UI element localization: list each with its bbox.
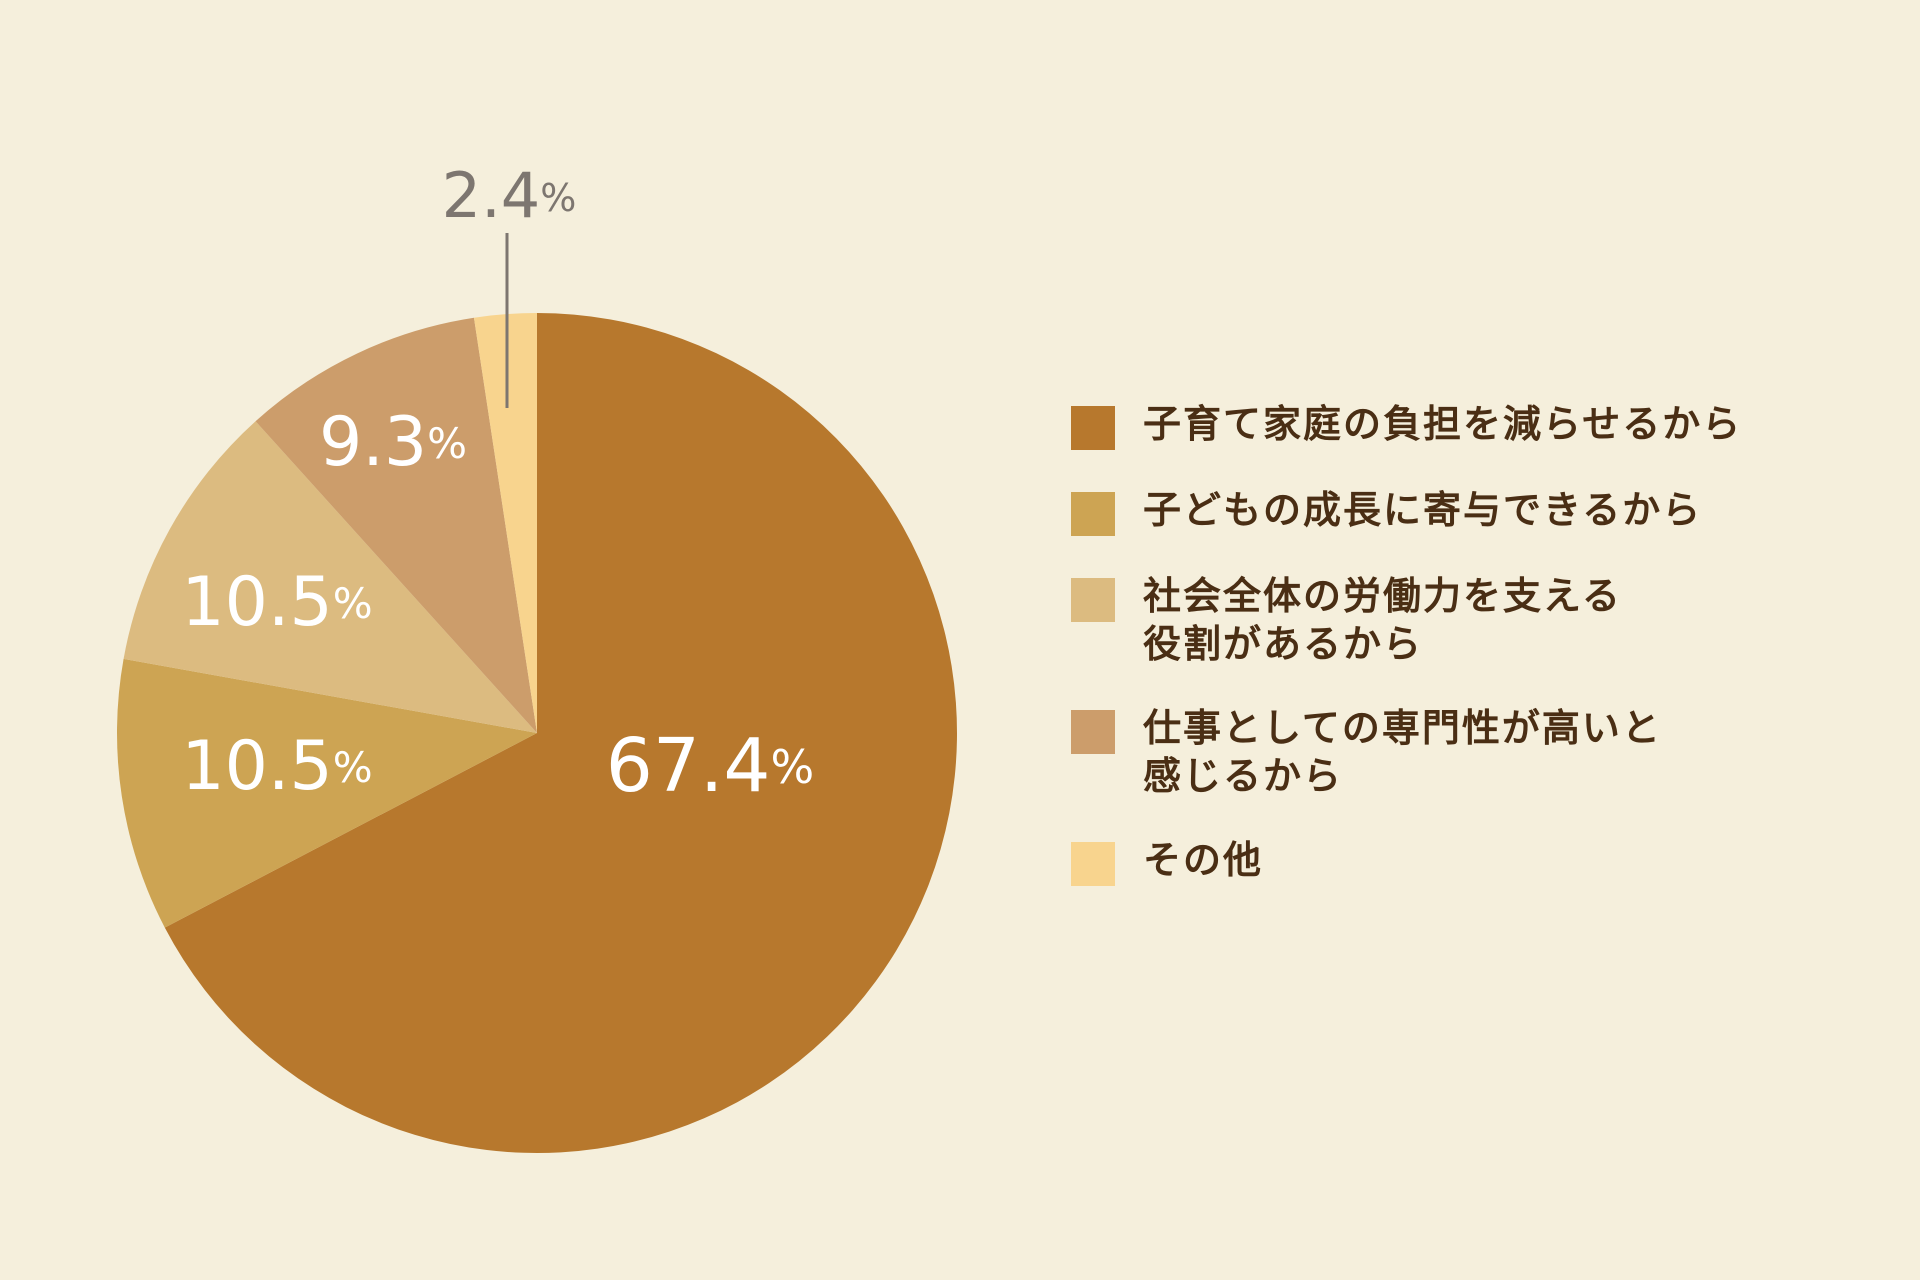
legend-label-line: 子育て家庭の負担を減らせるから [1143,402,1743,446]
legend-label-line: 子どもの成長に寄与できるから [1143,488,1703,532]
slice-label-4: 9.3% [319,403,467,482]
slice-value-1: 67.4 [606,723,771,809]
slice-unit-3: % [333,579,373,628]
slice-value-3: 10.5 [181,563,332,642]
legend-label-line: 感じるから [1143,754,1344,798]
slice-unit-2: % [333,743,373,792]
legend-label-3: 社会全体の労働力を支える 役割があるから [1143,572,1622,668]
legend-label-line: その他 [1143,838,1264,882]
legend-item-2: 子どもの成長に寄与できるから [1071,486,1851,536]
pie-slice-2 [117,658,538,928]
pie-slice-3 [123,421,537,733]
slice-unit-4: % [427,419,467,468]
legend-swatch-2 [1071,492,1115,536]
legend-label-2: 子どもの成長に寄与できるから [1143,486,1702,534]
legend-item-4: 仕事としての専門性が高いと 感じるから [1071,704,1851,800]
legend-label-line: 社会全体の労働力を支える [1143,574,1622,618]
pie-slice-1 [164,313,958,1153]
slice-value-2: 10.5 [181,727,332,806]
legend: 子育て家庭の負担を減らせるから 子どもの成長に寄与できるから 社会全体の労働力を支え… [1071,400,1851,922]
pie-slices [117,313,958,1153]
slice-value-5: 2.4 [442,159,541,232]
legend-swatch-1 [1071,406,1115,450]
pie-slice-4 [255,317,537,733]
legend-label-line: 役割があるから [1143,622,1424,666]
legend-label-1: 子育て家庭の負担を減らせるから [1143,400,1742,448]
slice-value-4: 9.3 [319,403,427,482]
legend-label-5: その他 [1143,836,1263,884]
slice-label-3: 10.5% [181,563,372,642]
pie-labels: 67.4%10.5%10.5%9.3%2.4% [181,159,814,808]
pie-slice-5 [473,313,537,733]
slice-unit-1: % [771,740,815,794]
legend-item-3: 社会全体の労働力を支える 役割があるから [1071,572,1851,668]
legend-swatch-4 [1071,710,1115,754]
legend-item-5: その他 [1071,836,1851,886]
legend-label-4: 仕事としての専門性が高いと 感じるから [1143,704,1662,800]
legend-swatch-5 [1071,842,1115,886]
slice-unit-5: % [540,176,576,220]
legend-item-1: 子育て家庭の負担を減らせるから [1071,400,1851,450]
legend-swatch-3 [1071,578,1115,622]
slice-label-1: 67.4% [606,723,814,809]
legend-label-line: 仕事としての専門性が高いと [1143,706,1662,750]
slice-label-2: 10.5% [181,727,372,806]
slice-label-5: 2.4% [442,159,577,232]
